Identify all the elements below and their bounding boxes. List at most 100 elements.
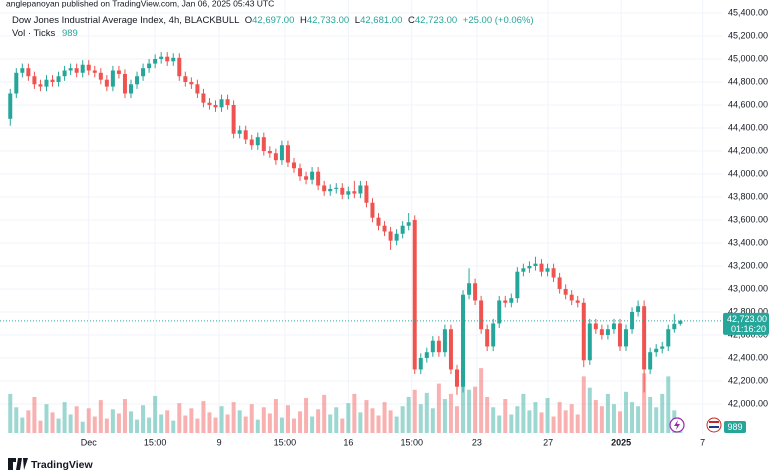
symbol-title: Dow Jones Industrial Average Index, 4h, …	[12, 15, 239, 26]
candle-body	[648, 352, 653, 370]
x-tick-label: 15:00	[144, 437, 167, 447]
y-tick-label: 43,000.00	[728, 283, 768, 293]
close-value: 42,723.00	[415, 15, 457, 26]
candle-body	[418, 357, 423, 370]
candle-body	[654, 348, 659, 353]
volume-bar	[92, 416, 97, 433]
volume-bar	[467, 389, 472, 433]
volume-bar	[177, 403, 182, 433]
volume-bar	[412, 389, 417, 433]
candle-body	[291, 162, 296, 169]
y-tick-label: 43,800.00	[728, 191, 768, 201]
volume-bar	[298, 411, 303, 433]
candle-body	[424, 352, 429, 358]
y-tick-label: 44,200.00	[728, 145, 768, 155]
volume-bar	[503, 399, 508, 433]
volume-bar	[605, 393, 610, 433]
volume-bar	[261, 407, 266, 433]
volume-bar	[587, 387, 592, 433]
volume-bar	[104, 418, 109, 433]
volume-bar	[183, 415, 188, 433]
volume-value: 989	[62, 28, 78, 39]
candle-body	[159, 56, 164, 59]
candle-body	[370, 202, 375, 218]
candle-body	[231, 104, 236, 134]
close-prefix: C	[408, 15, 415, 26]
candle-body	[237, 130, 242, 134]
volume-bar	[98, 400, 103, 433]
candle-body	[491, 323, 496, 347]
flag-stripe	[709, 426, 719, 428]
candle-body	[298, 168, 303, 177]
volume-bar	[44, 404, 49, 433]
candle-body	[122, 73, 127, 94]
x-tick-label: 16	[343, 437, 353, 447]
candle-body	[539, 263, 544, 272]
candle-body	[316, 171, 321, 186]
volume-bar	[636, 406, 641, 433]
candle-body	[678, 320, 683, 324]
candle-body	[430, 340, 435, 353]
last-price-box	[723, 312, 769, 335]
candle-body	[255, 137, 260, 146]
published-note: anglepanoyan published on TradingView.co…	[6, 0, 274, 8]
low-value: 42,681.00	[360, 15, 402, 26]
volume-bar	[86, 408, 91, 433]
x-tick-label: 9	[217, 437, 222, 447]
price-pane	[0, 52, 722, 395]
candle-body	[219, 99, 224, 108]
candle-body	[38, 84, 43, 87]
volume-bar	[171, 420, 176, 433]
volume-title: Vol · Ticks	[12, 28, 56, 39]
candle-body	[509, 298, 514, 303]
volume-bar	[68, 414, 73, 433]
candle-body	[62, 70, 67, 77]
volume-bar	[273, 399, 278, 433]
y-tick-label: 44,400.00	[728, 122, 768, 132]
candle-body	[617, 323, 622, 347]
candle-body	[442, 329, 447, 353]
volume-badge	[724, 421, 746, 433]
volume-bar	[80, 421, 85, 433]
candle-body	[86, 64, 91, 71]
candle-body	[521, 268, 526, 272]
candle-body	[448, 329, 453, 370]
volume-bar	[322, 394, 327, 433]
flag-icon[interactable]	[706, 417, 722, 433]
candle-body	[225, 99, 230, 105]
candle-body	[44, 79, 49, 87]
high-prefix: H	[300, 15, 307, 26]
candle-body	[400, 225, 405, 234]
volume-bar	[454, 406, 459, 433]
volume-pane	[8, 363, 683, 433]
volume-bar	[291, 418, 296, 433]
volume-bar	[279, 417, 284, 433]
volume-bar	[521, 393, 526, 433]
candle-body	[249, 139, 254, 146]
candle-body	[177, 57, 182, 77]
candle-body	[593, 323, 598, 330]
volume-bar	[430, 408, 435, 433]
candle-body	[551, 268, 556, 278]
volume-bar	[255, 419, 260, 433]
volume-bar	[32, 396, 37, 433]
candle-body	[346, 191, 351, 195]
candle-body	[376, 217, 381, 226]
volume-bar	[8, 393, 13, 433]
volume-bar	[207, 412, 212, 433]
x-tick-label: 2025	[611, 437, 631, 447]
volume-bar	[491, 407, 496, 433]
y-tick-label: 43,600.00	[728, 214, 768, 224]
volume-bar	[267, 413, 272, 433]
candle-body	[503, 300, 508, 303]
volume-bar	[388, 410, 393, 433]
candle-body	[20, 68, 25, 73]
brand-logo	[8, 458, 28, 470]
candle-body	[660, 346, 665, 349]
volume-bar	[461, 363, 466, 433]
candle-body	[195, 84, 200, 94]
volume-bar	[648, 396, 653, 433]
last-price-label: 42,723.00	[727, 314, 767, 324]
volume-bar	[243, 416, 248, 433]
candle-body	[171, 57, 176, 62]
